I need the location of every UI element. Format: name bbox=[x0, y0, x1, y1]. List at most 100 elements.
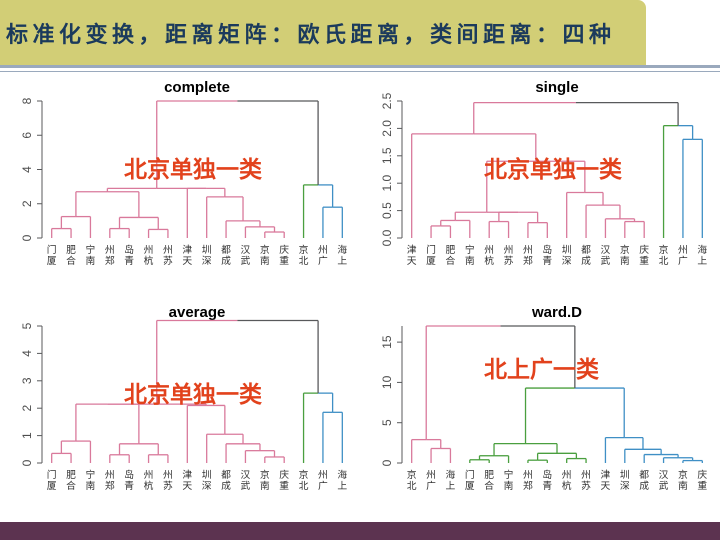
svg-text:圳: 圳 bbox=[562, 244, 572, 256]
svg-text:single: single bbox=[535, 79, 578, 96]
svg-text:广: 广 bbox=[318, 255, 328, 267]
svg-text:青: 青 bbox=[124, 254, 134, 267]
svg-text:津: 津 bbox=[601, 469, 611, 481]
svg-text:重: 重 bbox=[279, 479, 289, 492]
svg-text:岛: 岛 bbox=[124, 243, 134, 256]
svg-text:汉: 汉 bbox=[241, 469, 251, 481]
svg-text:上: 上 bbox=[446, 480, 456, 492]
svg-text:郑: 郑 bbox=[105, 479, 115, 492]
svg-text:北: 北 bbox=[659, 255, 669, 267]
svg-text:京: 京 bbox=[407, 468, 417, 481]
svg-text:complete: complete bbox=[164, 79, 230, 96]
svg-text:2: 2 bbox=[20, 405, 34, 412]
svg-text:宁: 宁 bbox=[86, 468, 96, 481]
svg-text:京: 京 bbox=[260, 468, 270, 481]
svg-text:门: 门 bbox=[47, 468, 57, 481]
svg-text:广: 广 bbox=[318, 480, 328, 492]
svg-text:合: 合 bbox=[446, 254, 456, 267]
svg-text:1.5: 1.5 bbox=[380, 147, 394, 164]
svg-text:北: 北 bbox=[299, 480, 309, 492]
svg-text:京: 京 bbox=[659, 243, 669, 256]
svg-text:京: 京 bbox=[260, 243, 270, 256]
svg-text:成: 成 bbox=[221, 480, 231, 492]
svg-text:6: 6 bbox=[20, 132, 34, 139]
svg-text:岛: 岛 bbox=[542, 243, 552, 256]
svg-text:杭: 杭 bbox=[144, 254, 154, 267]
svg-text:2.5: 2.5 bbox=[380, 92, 394, 109]
svg-text:都: 都 bbox=[221, 469, 231, 481]
svg-text:门: 门 bbox=[426, 243, 436, 256]
svg-text:成: 成 bbox=[221, 255, 231, 267]
svg-text:南: 南 bbox=[260, 254, 270, 267]
svg-text:州: 州 bbox=[562, 470, 572, 481]
svg-text:广: 广 bbox=[426, 480, 436, 492]
svg-text:天: 天 bbox=[182, 256, 192, 267]
svg-text:0.5: 0.5 bbox=[380, 202, 394, 219]
svg-text:0.0: 0.0 bbox=[380, 229, 394, 246]
svg-text:南: 南 bbox=[260, 479, 270, 492]
svg-text:广: 广 bbox=[678, 255, 688, 267]
svg-text:州: 州 bbox=[163, 470, 173, 481]
svg-text:1.0: 1.0 bbox=[380, 175, 394, 192]
svg-text:成: 成 bbox=[639, 480, 649, 492]
svg-text:北: 北 bbox=[407, 480, 417, 492]
svg-text:深: 深 bbox=[562, 255, 572, 267]
svg-text:深: 深 bbox=[202, 255, 212, 267]
svg-text:天: 天 bbox=[407, 256, 417, 267]
svg-text:10: 10 bbox=[380, 375, 394, 389]
svg-text:都: 都 bbox=[221, 244, 231, 256]
svg-text:圳: 圳 bbox=[620, 469, 630, 481]
svg-text:津: 津 bbox=[182, 469, 192, 481]
svg-text:海: 海 bbox=[337, 243, 347, 256]
svg-text:5: 5 bbox=[20, 322, 34, 329]
svg-text:州: 州 bbox=[163, 245, 173, 256]
svg-text:重: 重 bbox=[279, 254, 289, 267]
svg-text:郑: 郑 bbox=[523, 254, 533, 267]
svg-text:青: 青 bbox=[542, 479, 552, 492]
svg-text:州: 州 bbox=[426, 470, 436, 481]
svg-text:武: 武 bbox=[601, 254, 611, 267]
svg-text:武: 武 bbox=[659, 479, 669, 492]
svg-text:4: 4 bbox=[20, 350, 34, 357]
svg-text:南: 南 bbox=[620, 254, 630, 267]
svg-text:津: 津 bbox=[407, 244, 417, 256]
svg-text:州: 州 bbox=[678, 245, 688, 256]
svg-text:州: 州 bbox=[144, 245, 154, 256]
svg-text:合: 合 bbox=[484, 479, 494, 492]
svg-text:庆: 庆 bbox=[279, 468, 289, 481]
svg-text:苏: 苏 bbox=[504, 254, 514, 267]
svg-text:州: 州 bbox=[318, 470, 328, 481]
svg-text:杭: 杭 bbox=[562, 479, 572, 492]
svg-text:武: 武 bbox=[241, 479, 251, 492]
svg-text:汉: 汉 bbox=[241, 244, 251, 256]
svg-text:厦: 厦 bbox=[47, 480, 57, 492]
svg-text:15: 15 bbox=[380, 335, 394, 349]
svg-text:门: 门 bbox=[465, 468, 475, 481]
svg-text:圳: 圳 bbox=[202, 469, 212, 481]
svg-text:南: 南 bbox=[86, 254, 96, 267]
svg-text:厦: 厦 bbox=[465, 480, 475, 492]
svg-text:州: 州 bbox=[523, 245, 533, 256]
svg-text:青: 青 bbox=[542, 254, 552, 267]
svg-text:天: 天 bbox=[182, 481, 192, 492]
svg-text:合: 合 bbox=[66, 479, 76, 492]
svg-text:都: 都 bbox=[639, 469, 649, 481]
svg-text:州: 州 bbox=[144, 470, 154, 481]
svg-text:苏: 苏 bbox=[163, 479, 173, 492]
svg-text:津: 津 bbox=[182, 244, 192, 256]
svg-text:3: 3 bbox=[20, 377, 34, 384]
svg-text:门: 门 bbox=[47, 243, 57, 256]
svg-text:岛: 岛 bbox=[124, 468, 134, 481]
svg-text:岛: 岛 bbox=[542, 468, 552, 481]
svg-text:庆: 庆 bbox=[639, 243, 649, 256]
svg-text:海: 海 bbox=[337, 468, 347, 481]
svg-text:州: 州 bbox=[105, 470, 115, 481]
svg-text:京: 京 bbox=[620, 243, 630, 256]
svg-text:上: 上 bbox=[697, 255, 707, 267]
svg-text:厦: 厦 bbox=[426, 255, 436, 267]
svg-text:0: 0 bbox=[20, 459, 34, 466]
svg-text:庆: 庆 bbox=[697, 468, 707, 481]
svg-text:南: 南 bbox=[86, 479, 96, 492]
svg-text:重: 重 bbox=[697, 479, 707, 492]
svg-text:州: 州 bbox=[504, 245, 514, 256]
